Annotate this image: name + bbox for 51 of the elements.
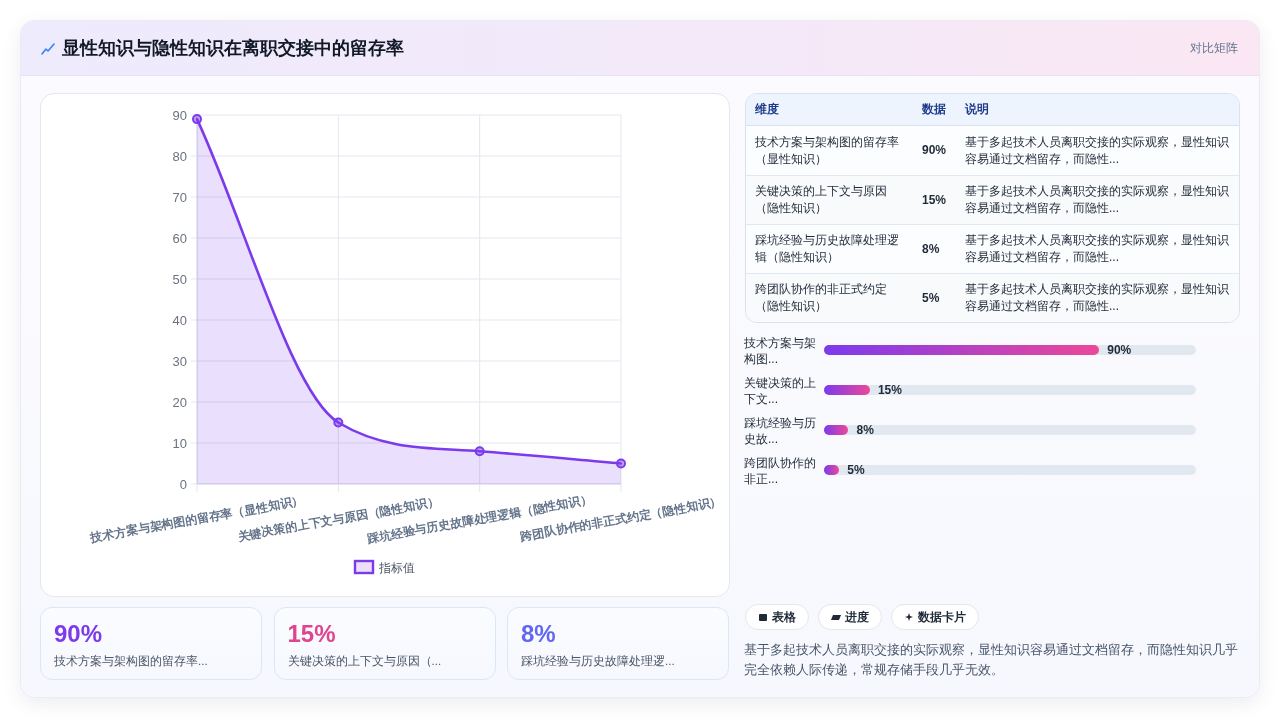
y-tick-label: 关键决策的上下文... (744, 375, 817, 407)
bar (824, 385, 870, 395)
text: 说明 (965, 102, 989, 117)
y-tick-label: 70 (172, 189, 187, 205)
y-tick-label: 50 (172, 271, 187, 287)
data-label: 8% (856, 422, 874, 438)
point (192, 114, 202, 125)
text: 数据 (922, 102, 946, 117)
y-tick-label: 30 (172, 353, 187, 369)
category-label: 进度 (845, 609, 869, 625)
y-tick-label: 60 (172, 230, 187, 246)
text: 基于多起技术人员离职交接的实际观察，显性知识容易通过文档留存，而隐性... (965, 232, 1230, 266)
category-label: 踩坑经验与历史故障处理逻辑（隐性知识） (755, 232, 900, 266)
text: 8% (922, 241, 940, 256)
text: 15% (287, 620, 336, 647)
text: 基于多起技术人员离职交接的实际观察，显性知识容易通过文档留存，而隐性知识几乎完全依赖人际传递，常规存储手段几乎无效。 (744, 641, 1239, 679)
data-label: 90% (1107, 342, 1132, 358)
point (333, 417, 344, 428)
y-tick-label: 80 (172, 148, 187, 164)
text: 维度 (755, 102, 779, 117)
data-label: 5% (847, 462, 865, 478)
category-label: 关键决策的上下文与原因（... (287, 654, 442, 669)
y-tick-label: 40 (172, 312, 187, 328)
text: 5% (922, 290, 940, 305)
text: 90% (922, 143, 947, 157)
y-tick-label: 0 (179, 476, 187, 492)
y-tick-label: 跨团队协作的非正... (744, 455, 817, 487)
text: 90% (54, 620, 103, 647)
point (616, 458, 626, 469)
category-label: 技术方案与架构图的留存率... (54, 654, 208, 669)
text: 基于多起技术人员离职交接的实际观察，显性知识容易通过文档留存，而隐性... (965, 183, 1230, 217)
legend-label: 指标值 (378, 560, 415, 575)
category-label: 表格 (772, 609, 796, 625)
point (474, 446, 485, 457)
y-tick-label: 10 (172, 435, 187, 451)
category-label: 数据卡片 (918, 609, 966, 625)
category-label: 踩坑经验与历史故障处理逻... (521, 654, 675, 669)
text: 基于多起技术人员离职交接的实际观察，显性知识容易通过文档留存，而隐性... (965, 281, 1230, 315)
y-tick-label: 技术方案与架构图... (744, 335, 817, 367)
y-tick-label: 20 (172, 394, 187, 410)
category-label: 关键决策的上下文与原因（隐性知识） (755, 183, 888, 217)
y-tick-label: 90 (172, 107, 187, 123)
category-label: 跨团队协作的非正式约定（隐性知识） (755, 281, 888, 315)
text: 基于多起技术人员离职交接的实际观察，显性知识容易通过文档留存，而隐性... (965, 133, 1230, 168)
category-label: 技术方案与架构图的留存率（显性知识） (755, 133, 900, 168)
text: 8% (521, 620, 556, 647)
text: 对比矩阵 (1190, 40, 1238, 57)
text: 显性知识与隐性知识在离职交接中的留存率 (62, 37, 404, 60)
data-label: 15% (877, 382, 902, 398)
y-tick-label: 踩坑经验与历史故... (744, 415, 817, 447)
text: 15% (922, 192, 947, 207)
